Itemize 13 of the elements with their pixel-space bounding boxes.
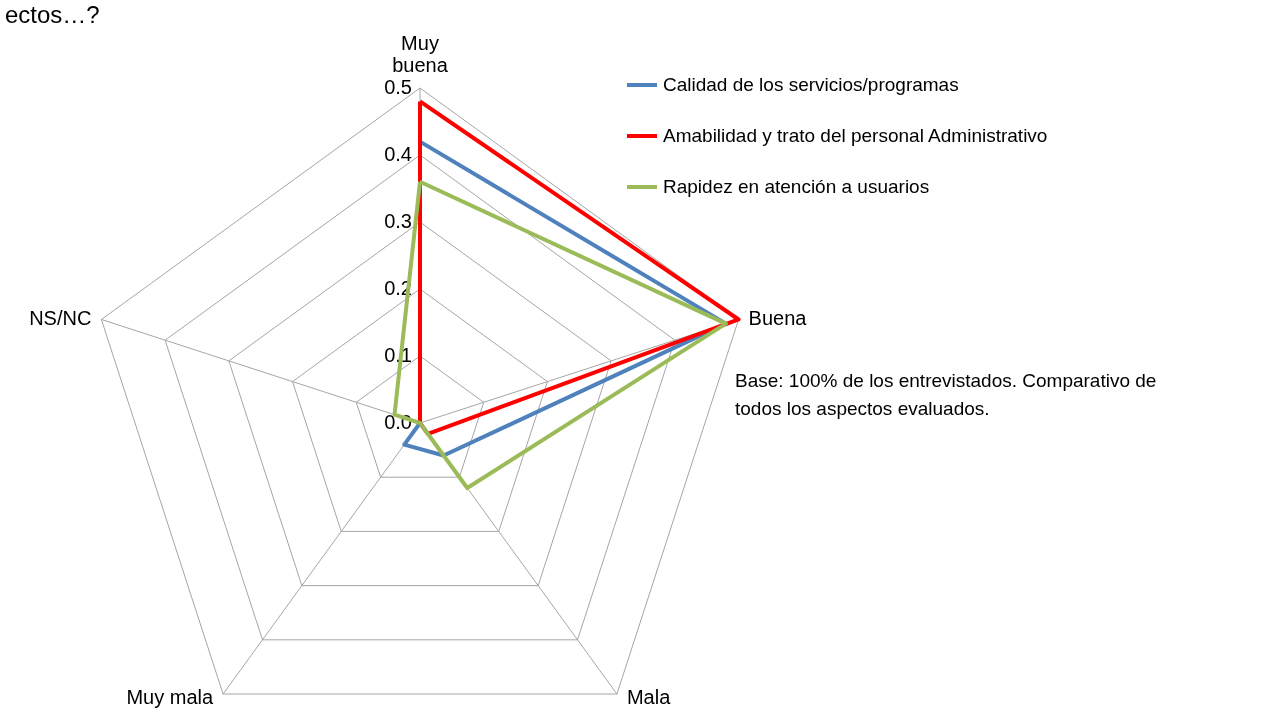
y-tick-label: 0.5 — [384, 76, 412, 98]
y-tick-label: 0.3 — [384, 210, 412, 232]
chart-title: ectos…? — [5, 1, 100, 28]
legend-label: Rapidez en atención a usuarios — [663, 176, 930, 197]
legend-label: Calidad de los servicios/programas — [663, 74, 959, 95]
legend-label: Amabilidad y trato del personal Administrativo — [663, 125, 1048, 146]
spoke-label: Muy buena — [392, 32, 449, 76]
spoke-label: Buena — [748, 307, 808, 330]
spoke-label: Mala — [626, 686, 672, 709]
text: Base: 100% de los entrevistados. Comparativo de todos los aspectos evaluados. — [735, 370, 1157, 419]
spoke-label: NS/NC — [29, 307, 92, 330]
spoke-label: Muy mala — [126, 686, 214, 709]
y-tick-label: 0.4 — [384, 143, 412, 165]
